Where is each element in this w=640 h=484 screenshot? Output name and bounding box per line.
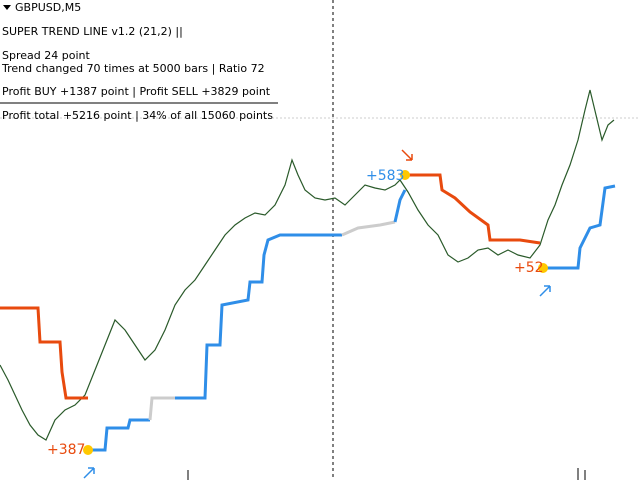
info-line: Trend changed 70 times at 5000 bars | Ra… [1,62,265,75]
supertrend-up [175,233,342,400]
signal-dot [83,445,93,455]
buy-arrow [539,285,551,297]
menu-triangle[interactable] [3,5,11,10]
price-series [0,89,615,441]
supertrend-down [0,306,88,400]
symbol: GBPUSD,M5 [15,1,81,14]
supertrend-up [393,189,407,223]
info-line: SUPER TREND LINE v1.2 (21,2) || [2,25,183,38]
signal-dot [400,170,410,180]
supertrend-neutral [148,396,175,421]
signal-label: +387 [47,442,85,458]
signal-label: +52 [514,260,544,276]
supertrend-down [405,173,541,245]
supertrend-neutral [341,220,396,237]
info-line: Profit total +5216 point | 34% of all 15… [2,109,273,122]
info-line: Spread 24 point [2,49,90,62]
supertrend-up [540,184,616,270]
signal-dot [538,263,548,273]
supertrend-up [88,418,150,452]
sell-arrow [401,149,413,161]
info-line: Profit BUY +1387 point | Profit SELL +38… [2,85,271,98]
buy-arrow [83,467,95,479]
signal-label: +583 [366,168,404,184]
